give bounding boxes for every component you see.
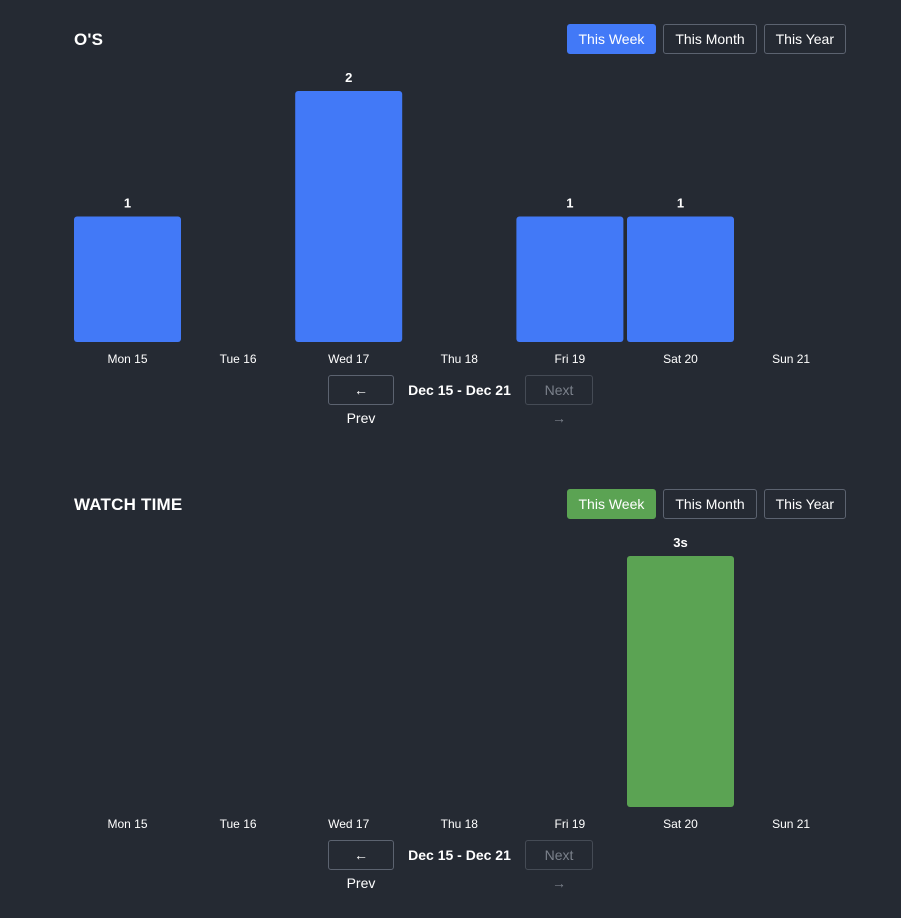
bar-mon-15 [74, 216, 181, 342]
watch-time-bar-chart: Mon 15 Tue 16 Wed 17 Thu 18 Fri 19 3s Sat 20 Su… [107, 535, 810, 831]
panel-header: WATCH TIME This Week This Month This Yea… [74, 489, 846, 519]
x-tick-label: Tue 16 [220, 817, 257, 831]
bar-value-label: 1 [677, 196, 684, 211]
this-week-button[interactable]: This Week [566, 24, 657, 54]
x-tick-label: Wed 17 [328, 352, 369, 366]
watch-time-panel: WATCH TIME This Week This Month This Yea… [74, 489, 846, 891]
next-button[interactable]: Next → [525, 840, 593, 891]
x-tick-label: Tue 16 [220, 352, 257, 366]
date-range-label: Dec 15 - Dec 21 [408, 382, 511, 398]
x-tick-label: Sat 20 [663, 817, 698, 831]
x-tick-label: Mon 15 [107, 352, 147, 366]
x-tick-label: Thu 18 [441, 817, 479, 831]
date-pager: ← Prev Dec 15 - Dec 21 Next → [74, 840, 846, 891]
bar-sat-20 [627, 216, 734, 342]
range-selector: This Week This Month This Year [566, 489, 846, 519]
bar-value-label: 3s [673, 535, 687, 550]
prev-button[interactable]: ← Prev [328, 840, 394, 891]
this-month-button[interactable]: This Month [663, 489, 757, 519]
bar-value-label: 2 [345, 70, 352, 85]
range-selector: This Week This Month This Year [566, 24, 846, 54]
x-tick-label: Sun 21 [772, 817, 810, 831]
bar-fri-19 [516, 216, 624, 342]
next-button[interactable]: Next → [525, 375, 593, 426]
bar-wed-17 [295, 91, 403, 342]
x-tick-label: Sat 20 [663, 352, 698, 366]
this-month-button[interactable]: This Month [663, 24, 757, 54]
bar-sat-20 [627, 556, 734, 807]
this-year-button[interactable]: This Year [763, 489, 846, 519]
bar-value-label: 1 [124, 196, 131, 211]
panel-title: WATCH TIME [74, 495, 183, 514]
date-pager: ← Prev Dec 15 - Dec 21 Next → [74, 375, 846, 426]
os-panel: O'S This Week This Month This Year 1 Mon … [74, 24, 846, 426]
x-tick-label: Wed 17 [328, 817, 369, 831]
panel-header: O'S This Week This Month This Year [74, 24, 846, 54]
x-tick-label: Thu 18 [441, 352, 479, 366]
bar-value-label: 1 [566, 196, 573, 211]
prev-button[interactable]: ← Prev [328, 375, 394, 426]
date-range-label: Dec 15 - Dec 21 [408, 847, 511, 863]
this-week-button[interactable]: This Week [566, 489, 657, 519]
x-tick-label: Fri 19 [555, 352, 586, 366]
x-tick-label: Mon 15 [107, 817, 147, 831]
x-tick-label: Fri 19 [555, 817, 586, 831]
os-bar-chart: 1 Mon 15 Tue 16 2 Wed 17 Thu 18 1 Fri 19 1 Sat 20… [74, 70, 810, 366]
x-tick-label: Sun 21 [772, 352, 810, 366]
panel-title: O'S [74, 30, 104, 49]
this-year-button[interactable]: This Year [763, 24, 846, 54]
